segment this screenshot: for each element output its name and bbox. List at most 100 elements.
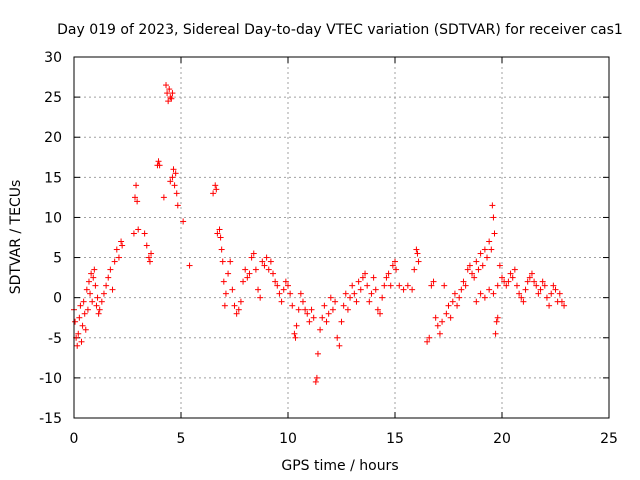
y-tick-label: -15 [39, 411, 62, 427]
data-point [173, 190, 180, 197]
data-point [342, 290, 349, 297]
data-point [556, 290, 563, 297]
data-point [511, 266, 518, 273]
data-point [466, 262, 473, 269]
data-point [477, 290, 484, 297]
data-point [451, 290, 458, 297]
data-point [494, 314, 501, 321]
data-point [310, 314, 317, 321]
data-point [473, 298, 480, 305]
data-points [71, 82, 568, 385]
data-point [221, 302, 228, 309]
data-point [471, 274, 478, 281]
data-point [77, 302, 84, 309]
data-point [499, 274, 505, 281]
data-point [113, 246, 120, 253]
data-point [134, 198, 141, 205]
data-point [414, 250, 421, 257]
data-point [285, 282, 291, 289]
data-point [111, 258, 118, 265]
data-point [377, 310, 384, 317]
data-point [259, 258, 266, 265]
data-point [252, 266, 259, 273]
data-point [389, 262, 396, 269]
data-point [458, 286, 465, 293]
data-point [229, 286, 236, 293]
data-point [295, 306, 302, 313]
data-point [171, 182, 178, 189]
data-point [490, 214, 497, 221]
data-point [282, 278, 289, 285]
data-point [299, 298, 306, 305]
data-point [338, 318, 345, 325]
data-point [424, 338, 431, 345]
data-point [462, 282, 469, 289]
data-point [469, 270, 476, 277]
data-point [231, 302, 238, 309]
data-point [257, 294, 264, 301]
data-point [306, 318, 313, 325]
data-point [115, 254, 122, 261]
data-point [169, 174, 176, 181]
data-point [434, 322, 441, 329]
data-point [505, 278, 512, 285]
x-tick-label: 5 [177, 431, 186, 447]
data-point [481, 294, 488, 301]
data-point [160, 194, 167, 201]
data-point [145, 254, 152, 261]
y-tick-label: 15 [44, 170, 62, 186]
data-point [347, 294, 354, 301]
data-point [383, 274, 390, 281]
data-point [496, 262, 503, 269]
y-tick-label: 5 [53, 251, 62, 267]
data-point [558, 298, 565, 305]
data-point [143, 242, 150, 249]
data-point [550, 282, 557, 289]
data-point [244, 274, 251, 281]
data-point [336, 342, 343, 349]
data-point [475, 266, 482, 273]
y-tick-label: 30 [44, 50, 62, 66]
data-point [148, 250, 155, 257]
data-point [426, 334, 433, 341]
data-point [334, 334, 341, 341]
data-point [449, 298, 456, 305]
data-point [317, 326, 324, 333]
data-point [233, 310, 240, 317]
data-point [156, 162, 163, 169]
data-point [366, 298, 373, 305]
data-point [364, 282, 371, 289]
data-point [297, 290, 304, 297]
data-point [85, 278, 92, 285]
data-point [409, 286, 416, 293]
data-point [319, 314, 326, 321]
data-point [96, 306, 103, 313]
data-point [222, 290, 229, 297]
x-tick-label: 10 [279, 431, 297, 447]
data-point [314, 350, 321, 357]
x-tick-label: 0 [70, 431, 79, 447]
data-point [492, 330, 499, 337]
data-point [321, 302, 328, 309]
data-point [255, 286, 262, 293]
x-axis-title: GPS time / hours [281, 458, 398, 474]
data-point [516, 290, 523, 297]
data-point [340, 302, 347, 309]
data-point [80, 298, 87, 305]
data-point [531, 278, 538, 285]
data-point [488, 246, 495, 253]
data-point [287, 290, 294, 297]
data-point [473, 258, 480, 265]
data-point [84, 306, 91, 313]
chart-title: Day 019 of 2023, Sidereal Day-to-day VTE… [57, 22, 623, 38]
data-point [491, 230, 498, 237]
data-point [428, 282, 435, 289]
data-point [494, 282, 501, 289]
data-point [267, 258, 274, 265]
data-point [174, 202, 181, 209]
data-point [522, 286, 529, 293]
data-point [146, 258, 153, 265]
data-point [72, 318, 79, 325]
plot-frame [73, 56, 610, 419]
data-point [118, 238, 125, 245]
